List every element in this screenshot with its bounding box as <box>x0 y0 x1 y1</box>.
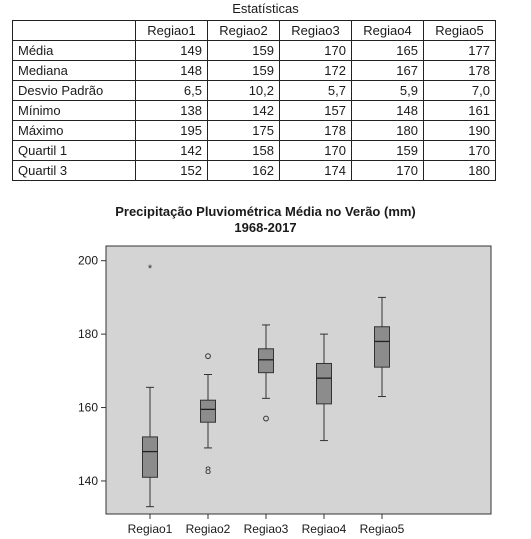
x-tick-label: Regiao2 <box>186 522 231 536</box>
x-tick-label: Regiao3 <box>244 522 289 536</box>
chart-subtitle: 1968-2017 <box>234 220 297 235</box>
stats-row: Mediana 148 159 172 167 178 <box>12 60 496 81</box>
y-tick-label: 180 <box>78 327 98 341</box>
stats-cell: 152 <box>135 160 208 181</box>
stats-cell: 162 <box>207 160 280 181</box>
stats-cell: 170 <box>351 160 424 181</box>
stats-cell: 6,5 <box>135 80 208 101</box>
stats-row: Quartil 3 152 162 174 170 180 <box>12 160 496 181</box>
stats-col-header: Regiao4 <box>351 20 424 41</box>
chart-title: Precipitação Pluviométrica Média no Verã… <box>0 204 531 236</box>
outlier-mark: * <box>148 263 153 275</box>
stats-row-label: Quartil 3 <box>12 160 136 181</box>
iqr-box <box>142 436 158 478</box>
stats-cell: 180 <box>351 120 424 141</box>
outlier-circle <box>205 353 211 360</box>
stats-cell: 167 <box>351 60 424 81</box>
x-tick-label: Regiao5 <box>360 522 405 536</box>
stats-col-header: Regiao5 <box>423 20 496 41</box>
stats-table: Regiao1 Regiao2 Regiao3 Regiao4 Regiao5 … <box>12 20 496 181</box>
chart-title-line: Precipitação Pluviométrica Média no Verã… <box>115 204 416 219</box>
iqr-box <box>374 326 390 368</box>
y-tick-label: 200 <box>78 254 98 268</box>
outlier-mark: 8 <box>205 465 211 477</box>
stats-body: Média 149 159 170 165 177 Mediana 148 159 172 167 1… <box>12 40 496 181</box>
x-tick-label: Regiao4 <box>302 522 347 536</box>
iqr-box <box>258 348 274 374</box>
stats-cell: 161 <box>423 100 496 121</box>
stats-cell: 195 <box>135 120 208 141</box>
x-tick-label: Regiao1 <box>128 522 173 536</box>
stats-cell: 180 <box>423 160 496 181</box>
stats-cell: 170 <box>279 140 352 161</box>
y-tick-label: 160 <box>78 401 98 415</box>
stats-cell: 190 <box>423 120 496 141</box>
outlier-circle <box>263 415 269 422</box>
stats-cell: 10,2 <box>207 80 280 101</box>
stats-cell: 174 <box>279 160 352 181</box>
y-tick-label: 140 <box>78 474 98 488</box>
iqr-box <box>200 399 216 423</box>
plot-area <box>105 245 492 515</box>
iqr-box <box>316 362 332 405</box>
stats-cell: 172 <box>279 60 352 81</box>
stats-row: Desvio Padrão 6,5 10,2 5,7 5,9 7,0 <box>12 80 496 101</box>
stats-cell: 142 <box>207 100 280 121</box>
stats-caption: Estatísticas <box>232 1 299 16</box>
stats-cell: 175 <box>207 120 280 141</box>
stats-cell: 178 <box>423 60 496 81</box>
stats-row-label: Mediana <box>12 60 136 81</box>
stats-header-row: Regiao1 Regiao2 Regiao3 Regiao4 Regiao5 <box>12 20 496 41</box>
